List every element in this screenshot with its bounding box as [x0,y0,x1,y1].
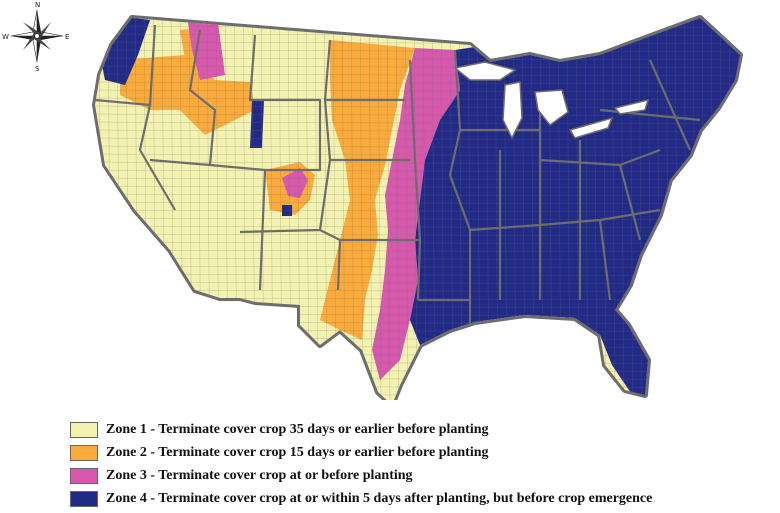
great-lakes [453,61,650,140]
lake-huron [534,89,569,127]
legend-label-zone4: Zone 4 - Terminate cover crop at or with… [106,490,653,506]
legend-item-zone3: Zone 3 - Terminate cover crop at or befo… [70,464,770,487]
compass-west-label: W [2,33,9,41]
legend-item-zone2: Zone 2 - Terminate cover crop 15 days or… [70,441,770,464]
zone1-swatch [70,421,98,438]
zone2-region-northwest [120,55,255,135]
lake-erie [568,116,614,139]
zone2-swatch [70,444,98,461]
zone3-region-central [372,48,460,380]
legend-label-zone2: Zone 2 - Terminate cover crop 15 days or… [106,444,489,460]
zone4-region-wyoming [250,100,264,148]
legend-item-zone4: Zone 4 - Terminate cover crop at or with… [70,487,770,510]
lake-michigan [502,81,523,140]
zone3-region-montana [188,22,225,80]
lake-ontario [613,98,650,115]
state-boundaries [95,24,701,330]
legend-label-zone3: Zone 3 - Terminate cover crop at or befo… [106,467,413,483]
zone4-swatch [70,490,98,507]
zone3-swatch [70,467,98,484]
legend-item-zone1: Zone 1 - Terminate cover crop 35 days or… [70,418,770,441]
zone3-region-colorado [282,168,308,198]
compass-north-label: N [35,1,40,9]
compass-east-label: E [65,33,69,41]
compass-rose: N S E W [2,1,69,73]
legend-label-zone1: Zone 1 - Terminate cover crop 35 days or… [106,421,489,437]
lake-superior [453,61,517,81]
map-legend: Zone 1 - Terminate cover crop 35 days or… [70,418,770,510]
us-cover-crop-zone-map: N S E W [2,1,743,400]
compass-south-label: S [35,65,40,73]
